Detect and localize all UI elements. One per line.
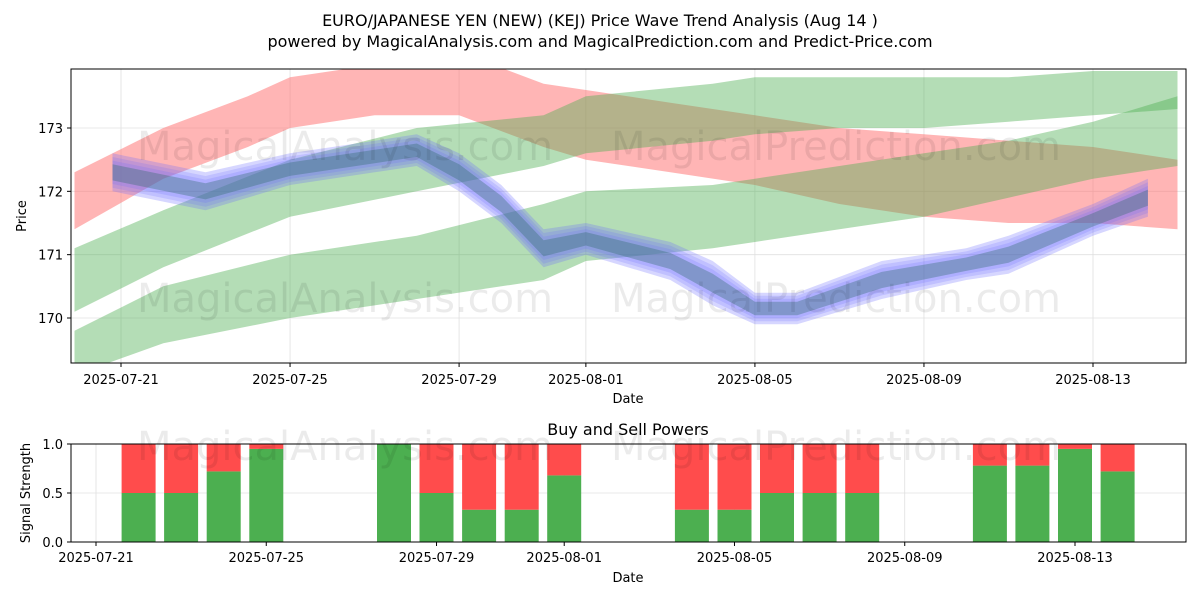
buy-bar <box>419 493 454 542</box>
price-x-tick-label: 2025-07-21 <box>83 373 159 388</box>
signal-watermarks: MagicalAnalysis.com MagicalPrediction.co… <box>137 424 1061 470</box>
price-x-tick-label: 2025-08-05 <box>717 373 793 388</box>
buy-bar <box>972 465 1007 542</box>
buy-bar <box>121 493 156 542</box>
blue-band-inner <box>112 140 1148 319</box>
green-band-lower <box>74 96 1178 363</box>
buy-bar <box>802 493 837 542</box>
signal-x-tick-label: 2025-08-13 <box>1037 551 1113 566</box>
signal-x-axis-label: Date <box>612 571 643 586</box>
signal-x-tick-label: 2025-08-01 <box>526 551 602 566</box>
watermark-prediction-mid: MagicalPrediction.com <box>611 276 1061 322</box>
sell-bar <box>845 444 880 493</box>
price-watermarks: MagicalAnalysis.com MagicalPrediction.co… <box>137 124 1061 322</box>
price-y-tick-label: 170 <box>38 312 63 327</box>
buy-bar <box>674 509 709 542</box>
sell-bar <box>674 444 709 510</box>
signal-y-tick-label: 1.0 <box>42 438 63 453</box>
watermark-analysis-mid: MagicalAnalysis.com <box>137 276 553 322</box>
price-x-ticks: 2025-07-21 2025-07-25 2025-07-29 2025-08-01… <box>83 363 1131 388</box>
sell-bar <box>504 444 539 510</box>
price-x-tick-label: 2025-08-09 <box>886 373 962 388</box>
signal-x-ticks: 2025-07-21 2025-07-25 2025-07-29 2025-08-01… <box>58 542 1113 566</box>
blue-band <box>112 134 1148 325</box>
buy-bar <box>760 493 794 542</box>
sell-bar <box>121 444 156 493</box>
price-x-tick-label: 2025-07-25 <box>252 373 328 388</box>
signal-x-tick-label: 2025-08-09 <box>867 551 943 566</box>
sell-bar <box>206 444 241 472</box>
signal-x-tick-label: 2025-07-21 <box>58 551 134 566</box>
sell-bar <box>760 444 794 493</box>
price-x-tick-label: 2025-08-13 <box>1055 373 1131 388</box>
sell-bar <box>164 444 199 493</box>
watermark-analysis-bottom: MagicalAnalysis.com <box>137 424 553 470</box>
buy-bar <box>504 509 539 542</box>
sell-bar <box>249 444 284 449</box>
watermark-prediction-top: MagicalPrediction.com <box>611 124 1061 170</box>
price-bands <box>74 69 1178 363</box>
sell-bar <box>1058 444 1092 449</box>
buy-bar <box>717 509 752 542</box>
price-panel: MagicalAnalysis.com MagicalPrediction.co… <box>15 68 1187 407</box>
signal-y-ticks: 0.0 0.5 1.0 <box>42 438 71 551</box>
buy-bar <box>249 448 284 542</box>
price-y-ticks: 170 171 172 173 <box>38 122 71 327</box>
buy-bar <box>377 444 411 542</box>
buy-bar <box>547 475 582 542</box>
chart-title-line2: powered by MagicalAnalysis.com and Magic… <box>267 32 932 51</box>
buy-bar <box>845 493 880 542</box>
signal-panel: Buy and Sell Powers MagicalAnalysis.com … <box>19 420 1187 586</box>
buy-bar <box>1100 471 1135 542</box>
buy-bar <box>164 493 199 542</box>
signal-chart-title: Buy and Sell Powers <box>547 420 709 439</box>
buy-bar <box>206 471 241 542</box>
signal-x-tick-label: 2025-08-05 <box>697 551 773 566</box>
blue-band-inner <box>112 143 1148 316</box>
price-plot-frame <box>70 68 1187 364</box>
blue-band-inner <box>112 137 1148 322</box>
chart-title-line1: EURO/JAPANESE YEN (NEW) (KEJ) Price Wave… <box>322 11 878 30</box>
sell-bar <box>1015 444 1050 466</box>
buy-bar <box>462 509 497 542</box>
buy-bar <box>1015 465 1050 542</box>
red-band <box>74 69 1178 230</box>
sell-bar <box>717 444 752 510</box>
price-x-tick-label: 2025-07-29 <box>421 373 497 388</box>
price-y-axis-label: Price <box>15 200 30 232</box>
price-y-tick-label: 172 <box>38 185 63 200</box>
signal-x-tick-label: 2025-07-29 <box>399 551 475 566</box>
signal-bars <box>121 444 1135 542</box>
sell-bar <box>547 444 582 476</box>
sell-bar <box>419 444 454 493</box>
price-x-axis-label: Date <box>612 392 643 407</box>
green-band-upper <box>74 71 1178 312</box>
sell-bar <box>462 444 497 510</box>
signal-y-tick-label: 0.5 <box>42 487 63 502</box>
signal-x-tick-label: 2025-07-25 <box>228 551 304 566</box>
watermark-prediction-bottom: MagicalPrediction.com <box>611 424 1061 470</box>
buy-bar <box>1058 448 1092 542</box>
signal-y-axis-label: Signal Strength <box>19 443 34 543</box>
price-y-tick-label: 171 <box>38 249 63 264</box>
sell-bar <box>972 444 1007 466</box>
sell-bar <box>1100 444 1135 472</box>
sell-bar <box>802 444 837 493</box>
signal-y-tick-label: 0.0 <box>42 536 63 551</box>
price-x-tick-label: 2025-08-01 <box>548 373 624 388</box>
price-y-tick-label: 173 <box>38 122 63 137</box>
watermark-analysis-top: MagicalAnalysis.com <box>137 124 553 170</box>
